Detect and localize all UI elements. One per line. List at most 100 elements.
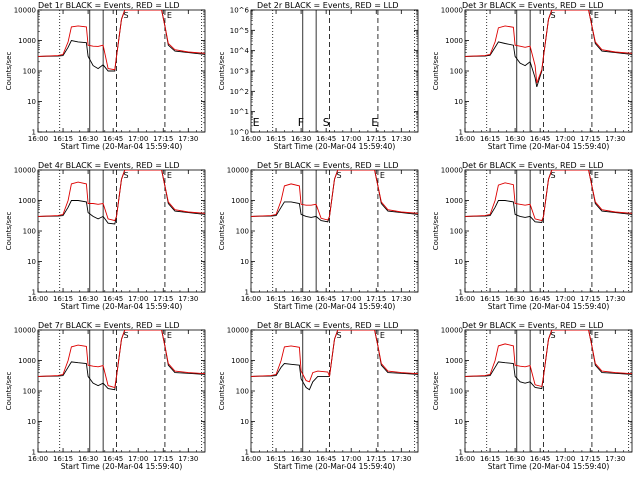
y-tick-label: 1 (32, 289, 36, 297)
marker-letter: E (167, 11, 172, 20)
plot-frame (37, 169, 206, 293)
y-axis-label: Counts/sec (5, 212, 13, 251)
panel-det-9: Det 9r BLACK = Events, RED = LLD 16:00 16:… (432, 321, 633, 471)
y-tick-label: 10000 (441, 7, 463, 15)
y-tick-label: 100 (236, 388, 249, 396)
y-tick-label: 1000 (18, 197, 36, 205)
x-tick-label: 17:30 (178, 455, 198, 463)
x-tick-label: 16:15 (266, 295, 286, 303)
y-axis-label: Counts/sec (5, 372, 13, 411)
series-lld-line (251, 170, 418, 221)
y-tick-label: 100 (450, 68, 463, 76)
x-tick-label: 17:30 (391, 135, 411, 143)
x-tick-label: 16:30 (78, 455, 98, 463)
x-tick-label: 16:30 (78, 135, 98, 143)
x-axis-label: Start Time (20-Mar-04 15:59:40) (61, 302, 183, 311)
x-tick-label: 16:00 (241, 295, 261, 303)
panel-title: Det 2r BLACK = Events, RED = LLD (257, 1, 399, 10)
marker-letter: S (323, 116, 330, 129)
x-tick-label: 17:15 (366, 295, 386, 303)
x-tick-label: 16:30 (505, 455, 525, 463)
y-tick-label: 10000 (441, 327, 463, 335)
x-tick-label: 16:45 (316, 135, 336, 143)
plot-frame (250, 169, 419, 293)
plot-frame (464, 169, 633, 293)
x-tick-label: 16:45 (316, 455, 336, 463)
y-tick-label: 10000 (227, 327, 249, 335)
x-tick-label: 17:30 (178, 135, 198, 143)
series-lld-line (465, 170, 632, 222)
y-tick-label: 100 (23, 68, 36, 76)
y-axis-label: Counts/sec (218, 372, 226, 411)
plot-frame (464, 9, 633, 133)
x-tick-label: 17:00 (555, 455, 575, 463)
plot-frame (464, 329, 633, 453)
x-tick-label: 16:15 (53, 455, 73, 463)
x-axis-label: Start Time (20-Mar-04 15:59:40) (488, 462, 610, 471)
x-tick-label: 16:45 (103, 455, 123, 463)
panel-title: Det 9r BLACK = Events, RED = LLD (462, 321, 604, 330)
x-tick-label: 16:00 (241, 135, 261, 143)
panel-det-3: Det 3r BLACK = Events, RED = LLD 16:00 16:… (432, 1, 633, 151)
x-tick-label: 16:00 (241, 455, 261, 463)
y-axis-label: Counts/sec (432, 212, 440, 251)
y-axis-label: Counts/sec (218, 52, 226, 91)
y-tick-label: 10 (240, 418, 249, 426)
y-axis-label: Counts/sec (5, 52, 13, 91)
x-tick-label: 17:00 (341, 295, 361, 303)
y-tick-label: 100 (236, 228, 249, 236)
x-axis-label: Start Time (20-Mar-04 15:59:40) (61, 462, 183, 471)
x-tick-label: 16:00 (455, 295, 475, 303)
x-tick-label: 17:30 (605, 135, 625, 143)
marker-letter: E (371, 116, 378, 129)
y-tick-label: 10000 (14, 327, 36, 335)
panel-det-1: Det 1r BLACK = Events, RED = LLD 16:00 16:… (5, 1, 206, 151)
marker-letter: E (380, 331, 385, 340)
panel-title: Det 8r BLACK = Events, RED = LLD (257, 321, 399, 330)
y-tick-label: 10 (27, 258, 36, 266)
marker-letter: E (594, 331, 599, 340)
y-axis-label: Counts/sec (432, 52, 440, 91)
x-tick-label: 17:00 (555, 135, 575, 143)
x-axis-label: Start Time (20-Mar-04 15:59:40) (274, 462, 396, 471)
y-tick-label: 1 (459, 129, 463, 137)
marker-letter: E (594, 11, 599, 20)
x-tick-label: 16:00 (28, 455, 48, 463)
x-tick-label: 16:15 (53, 135, 73, 143)
panel-det-8: Det 8r BLACK = Events, RED = LLD 16:00 16:… (218, 321, 419, 471)
x-tick-label: 16:45 (530, 455, 550, 463)
panel-det-7: Det 7r BLACK = Events, RED = LLD 16:00 16:… (5, 321, 206, 471)
series-lld-line (251, 330, 418, 383)
y-tick-label: 10^5 (230, 27, 249, 35)
x-tick-label: 17:00 (341, 455, 361, 463)
x-tick-label: 16:15 (480, 455, 500, 463)
y-tick-label: 1 (245, 289, 249, 297)
panel-title: Det 3r BLACK = Events, RED = LLD (462, 1, 604, 10)
plot-frame (37, 329, 206, 453)
marker-letter: S (551, 171, 556, 180)
y-tick-label: 10 (454, 418, 463, 426)
x-tick-label: 17:30 (605, 295, 625, 303)
y-tick-label: 10000 (227, 167, 249, 175)
x-tick-label: 16:00 (28, 295, 48, 303)
y-tick-label: 100 (450, 228, 463, 236)
x-tick-label: 17:15 (153, 455, 173, 463)
y-tick-label: 10 (454, 98, 463, 106)
x-tick-label: 16:45 (103, 295, 123, 303)
y-tick-label: 1 (459, 289, 463, 297)
y-axis-label: Counts/sec (218, 212, 226, 251)
x-tick-label: 16:30 (505, 135, 525, 143)
x-tick-label: 17:00 (555, 295, 575, 303)
series-lld-line (38, 170, 205, 222)
marker-letter: F (298, 116, 304, 129)
x-tick-label: 16:15 (266, 135, 286, 143)
x-tick-label: 16:30 (505, 295, 525, 303)
x-tick-label: 17:00 (341, 135, 361, 143)
x-tick-label: 16:30 (291, 295, 311, 303)
y-tick-label: 1000 (18, 37, 36, 45)
y-tick-label: 10^0 (230, 129, 249, 137)
y-tick-label: 1000 (445, 357, 463, 365)
x-tick-label: 17:30 (391, 295, 411, 303)
y-tick-label: 10^3 (230, 68, 249, 76)
